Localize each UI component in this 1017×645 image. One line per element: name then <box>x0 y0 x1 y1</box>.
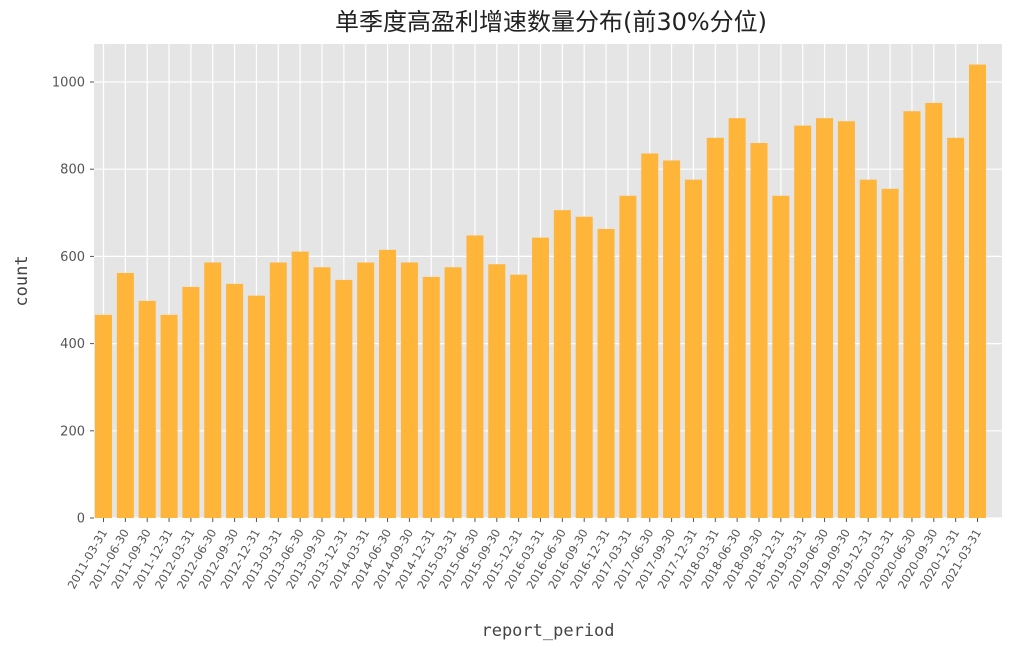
bar <box>379 249 397 519</box>
bar <box>335 279 353 518</box>
y-ticks: 0 200 400 600 800 1000 <box>52 76 94 527</box>
x-axis-label: report_period <box>481 621 614 641</box>
bar <box>400 262 418 518</box>
bar <box>226 283 244 518</box>
bar <box>269 262 287 518</box>
bar <box>422 276 440 518</box>
bar <box>684 179 702 518</box>
bar <box>750 143 768 519</box>
bar <box>466 235 484 519</box>
bar <box>444 267 462 518</box>
y-tick-label: 600 <box>60 250 85 265</box>
bar <box>837 121 855 519</box>
bar <box>95 314 112 518</box>
bar <box>116 272 134 518</box>
bar <box>575 216 593 518</box>
x-ticks: 2011-03-312011-06-302011-09-302011-12-31… <box>65 518 984 591</box>
bar <box>597 228 615 518</box>
bar <box>204 262 222 518</box>
bar <box>182 286 200 518</box>
bar <box>859 179 877 518</box>
bar <box>728 118 746 519</box>
bar <box>313 267 331 518</box>
bar <box>816 118 834 519</box>
bar <box>532 237 549 519</box>
bar <box>291 251 309 518</box>
y-axis-label: count <box>12 255 32 306</box>
y-tick-label: 0 <box>77 512 85 527</box>
bar <box>510 274 528 518</box>
bar <box>357 262 375 518</box>
bar <box>772 195 790 518</box>
bar <box>553 210 571 518</box>
bar <box>247 295 265 518</box>
y-tick-label: 200 <box>60 424 85 439</box>
bar <box>706 137 724 519</box>
bar <box>925 102 943 518</box>
bar <box>663 160 681 519</box>
y-tick-label: 1000 <box>52 76 85 91</box>
bar <box>881 188 899 518</box>
bars <box>95 64 986 519</box>
y-tick-label: 400 <box>60 337 85 352</box>
bar <box>488 264 506 518</box>
bar <box>969 64 986 518</box>
bar <box>160 314 178 518</box>
bar <box>794 125 812 518</box>
bar <box>947 137 965 519</box>
bar <box>641 153 659 518</box>
bar <box>619 195 637 518</box>
y-tick-label: 800 <box>60 163 85 178</box>
bar <box>903 111 921 518</box>
bar <box>138 300 156 518</box>
chart-title: 单季度高盈利增速数量分布(前30%分位) <box>335 8 767 36</box>
